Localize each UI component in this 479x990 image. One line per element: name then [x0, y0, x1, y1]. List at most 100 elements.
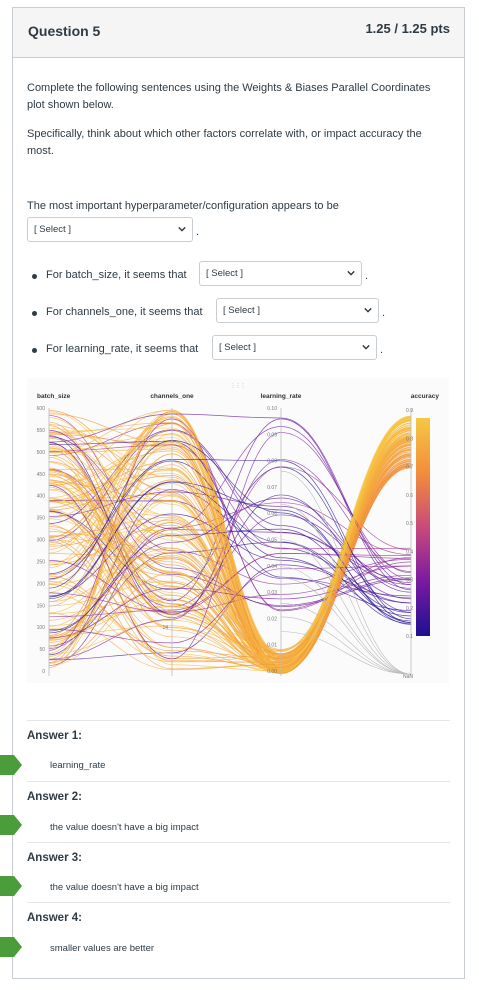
run-line: [48, 411, 412, 667]
axis-tick-label: 0.02: [267, 616, 277, 622]
axis-tick-label: 0.5: [406, 521, 413, 527]
axis-tick-label: 0.03: [267, 590, 277, 596]
answer-4-value: smaller values are better: [50, 943, 155, 954]
divider: [27, 842, 450, 843]
axis-tick-label: 0.06: [267, 511, 277, 517]
axis-tick-label: 0: [42, 669, 45, 675]
run-line: [48, 574, 412, 639]
bullet-text-channels-one: For channels_one, it seems that: [46, 306, 203, 318]
select-answer-2[interactable]: [ Select ]: [199, 261, 362, 286]
question-instruction: Specifically, think about which other fa…: [27, 128, 422, 157]
answer-3-value: the value doesn't have a big impact: [50, 882, 199, 893]
run-line: [48, 463, 412, 670]
run-line: [48, 528, 412, 634]
axis-tick-label: 0.07: [267, 485, 277, 491]
drag-handle-icon: ⋮⋮⋮: [231, 383, 246, 389]
period: .: [382, 307, 386, 319]
bullet-dot: [32, 274, 37, 279]
bullet-dot: [32, 311, 37, 316]
axis-tick-label: 150: [37, 603, 46, 609]
correct-answer-arrow-icon: [0, 755, 22, 775]
run-line: [48, 445, 412, 673]
axis-title-learning_rate: learning_rate: [261, 393, 302, 400]
period: .: [196, 226, 200, 238]
axis-tick-label: 0.6: [406, 493, 413, 499]
nan-run-line: [280, 603, 412, 675]
bullet-dot: [32, 348, 37, 353]
nan-run-line: [280, 539, 412, 675]
axis-tick-label: 0.00: [267, 669, 277, 675]
axis-tick-label: 450: [37, 472, 46, 478]
correct-answer-arrow-icon: [0, 815, 22, 835]
run-line: [48, 443, 412, 670]
axis-tick-label: 0.2: [406, 606, 413, 612]
run-line: [48, 458, 412, 669]
axis-tick-label: 0.10: [267, 406, 277, 412]
chevron-down-icon: [347, 270, 355, 276]
axis-tick-label: 0.3: [406, 578, 413, 584]
axis-tick-label: 200: [37, 581, 46, 587]
bullet-text-batch-size: For batch_size, it seems that: [46, 269, 187, 281]
chevron-down-icon: [364, 307, 372, 313]
nan-run-line: [280, 470, 412, 675]
answer-2-value: the value doesn't have a big impact: [50, 822, 199, 833]
run-line: [48, 422, 412, 611]
nan-run-line: [280, 577, 412, 675]
answer-4-label: Answer 4:: [27, 912, 82, 924]
axis-tick-label: 0.01: [267, 643, 277, 649]
axis-tick-label: 50: [39, 647, 45, 653]
run-line: [48, 416, 412, 666]
select-answer-2-value: [ Select ]: [206, 268, 243, 279]
axis-tick-label: 0.4: [406, 549, 413, 555]
period: .: [365, 270, 369, 282]
period: .: [380, 344, 384, 356]
answer-1-value: learning_rate: [50, 760, 106, 771]
correct-answer-arrow-icon: [0, 876, 22, 896]
run-line: [48, 439, 412, 671]
select-answer-1[interactable]: [ Select ]: [27, 217, 193, 242]
axis-tick-label: 0.09: [267, 432, 277, 438]
divider: [27, 781, 450, 782]
axis-tick-label: 350: [37, 516, 46, 522]
axis-tick-label: 0.08: [267, 459, 277, 465]
axis-tick-label: 0.1: [406, 634, 413, 640]
run-line: [48, 429, 412, 651]
select-answer-1-value: [ Select ]: [34, 224, 71, 235]
run-line: [48, 462, 412, 671]
nan-run-line: [280, 566, 412, 675]
axis-tick-label: 0.04: [267, 564, 277, 570]
bullet-text-learning-rate: For learning_rate, it seems that: [46, 343, 199, 355]
answer-1-label: Answer 1:: [27, 730, 82, 742]
axis-tick-label: 0.8: [406, 436, 413, 442]
axis-title-accuracy: accuracy: [411, 393, 440, 400]
nan-run-line: [280, 616, 412, 675]
accuracy-colorbar: [416, 418, 430, 636]
answer-3-label: Answer 3:: [27, 852, 82, 864]
nan-run-line: [280, 504, 412, 675]
nan-run-line: [280, 631, 412, 675]
parallel-coordinates-svg: batch_size600550500450400350300250200150…: [37, 383, 440, 680]
question-intro: Complete the following sentences using t…: [27, 82, 431, 111]
axis-tick-label: 300: [37, 538, 46, 544]
axis-tick-label: NaN: [403, 674, 413, 680]
axis-title-channels_one: channels_one: [150, 393, 194, 400]
axis-tick-label: 600: [37, 406, 46, 412]
axis-tick-label: 400: [37, 494, 46, 500]
divider: [27, 720, 450, 721]
axis-tick-label: 550: [37, 428, 46, 434]
question-title: Question 5: [28, 23, 101, 39]
axis-tick-label: 250: [37, 559, 46, 565]
axis-tick-label: 0.9: [406, 408, 413, 414]
select-answer-3[interactable]: [ Select ]: [216, 298, 379, 323]
run-line: [48, 416, 412, 657]
axis-tick-label: 0.7: [406, 465, 413, 471]
select-answer-4[interactable]: [ Select ]: [212, 335, 377, 360]
run-line: [48, 421, 412, 660]
run-line: [48, 447, 412, 673]
axis-title-batch_size: batch_size: [37, 393, 71, 400]
run-line: [48, 418, 412, 673]
correct-answer-arrow-icon: [0, 937, 22, 957]
select-answer-3-value: [ Select ]: [223, 305, 260, 316]
run-line: [48, 429, 412, 668]
select-answer-4-value: [ Select ]: [219, 342, 256, 353]
